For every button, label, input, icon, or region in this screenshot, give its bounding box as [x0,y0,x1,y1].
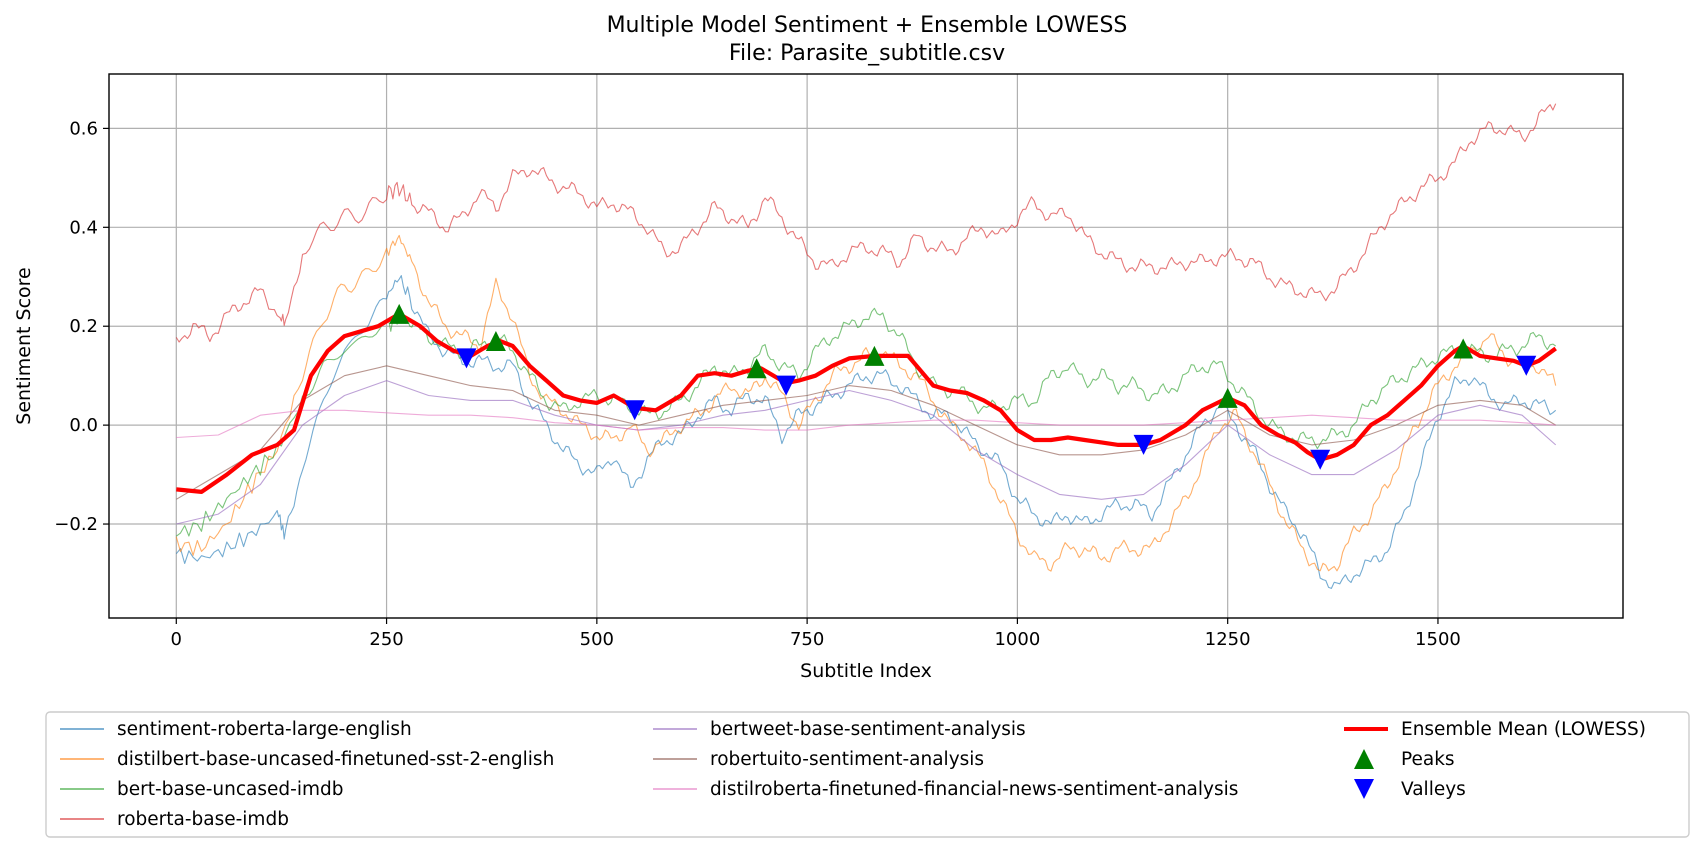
x-axis-label: Subtitle Index [800,660,932,682]
y-axis-ticks: −0.2 0.0 0.2 0.4 0.6 [54,118,109,535]
valley-marker [624,400,645,421]
legend-label: Ensemble Mean (LOWESS) [1401,719,1646,740]
model-series-line [175,234,1557,572]
y-tick-label: 0.2 [69,316,98,337]
legend-marker [1354,749,1374,769]
y-tick-label: 0.6 [69,118,98,139]
model-series-line [175,275,1557,589]
x-tick-label: 1250 [1205,629,1251,650]
y-axis-label: Sentiment Score [13,267,35,424]
model-series-line [175,307,1557,537]
x-tick-label: 0 [171,629,182,650]
peak-marker [1453,338,1474,359]
plot-frame [108,73,1624,619]
model-series-line [175,103,1557,343]
legend-label: robertuito-sentiment-analysis [710,749,984,770]
y-tick-label: −0.2 [54,514,98,535]
valley-marker [776,375,797,396]
legend-label: roberta-base-imdb [117,809,289,830]
legend: sentiment-roberta-large-english distilber… [45,711,1690,838]
peak-marker [389,303,410,324]
peak-valley-markers [389,303,1537,470]
legend-label: sentiment-roberta-large-english [117,719,412,740]
model-series-line [176,409,1556,439]
legend-label: bert-base-uncased-imdb [117,779,343,800]
x-tick-label: 750 [790,629,824,650]
valley-marker [1310,449,1331,470]
peak-marker [1217,387,1238,408]
series-lines [175,103,1557,589]
chart-title: Multiple Model Sentiment + Ensemble LOWE… [607,13,1128,38]
x-tick-label: 1500 [1415,629,1461,650]
y-tick-label: 0.0 [69,415,98,436]
legend-frame [45,711,1690,838]
x-tick-label: 250 [369,629,403,650]
valley-marker [1133,434,1154,455]
peak-marker [485,331,506,352]
legend-label: distilbert-base-uncased-finetuned-sst-2-… [117,749,554,770]
legend-label: distilroberta-finetuned-financial-news-s… [710,779,1238,800]
x-axis-ticks: 0 250 500 750 1000 1250 1500 [171,618,1461,650]
legend-label: Valleys [1401,779,1466,800]
valley-marker [1516,355,1537,376]
valley-marker [456,348,477,369]
peak-marker [746,358,767,379]
legend-items: sentiment-roberta-large-english distilber… [60,719,1646,830]
legend-label: Peaks [1401,749,1455,770]
model-series-line [176,365,1556,500]
ensemble-line [176,311,1557,494]
legend-label: bertweet-base-sentiment-analysis [710,719,1026,740]
x-tick-label: 1000 [994,629,1040,650]
y-tick-label: 0.4 [69,217,98,238]
legend-marker [1354,779,1374,799]
ensemble-lowess-line [176,311,1557,494]
x-tick-label: 500 [580,629,614,650]
model-series-line [176,380,1557,525]
chart-subtitle: File: Parasite_subtitle.csv [729,41,1005,66]
peak-marker [864,345,885,366]
